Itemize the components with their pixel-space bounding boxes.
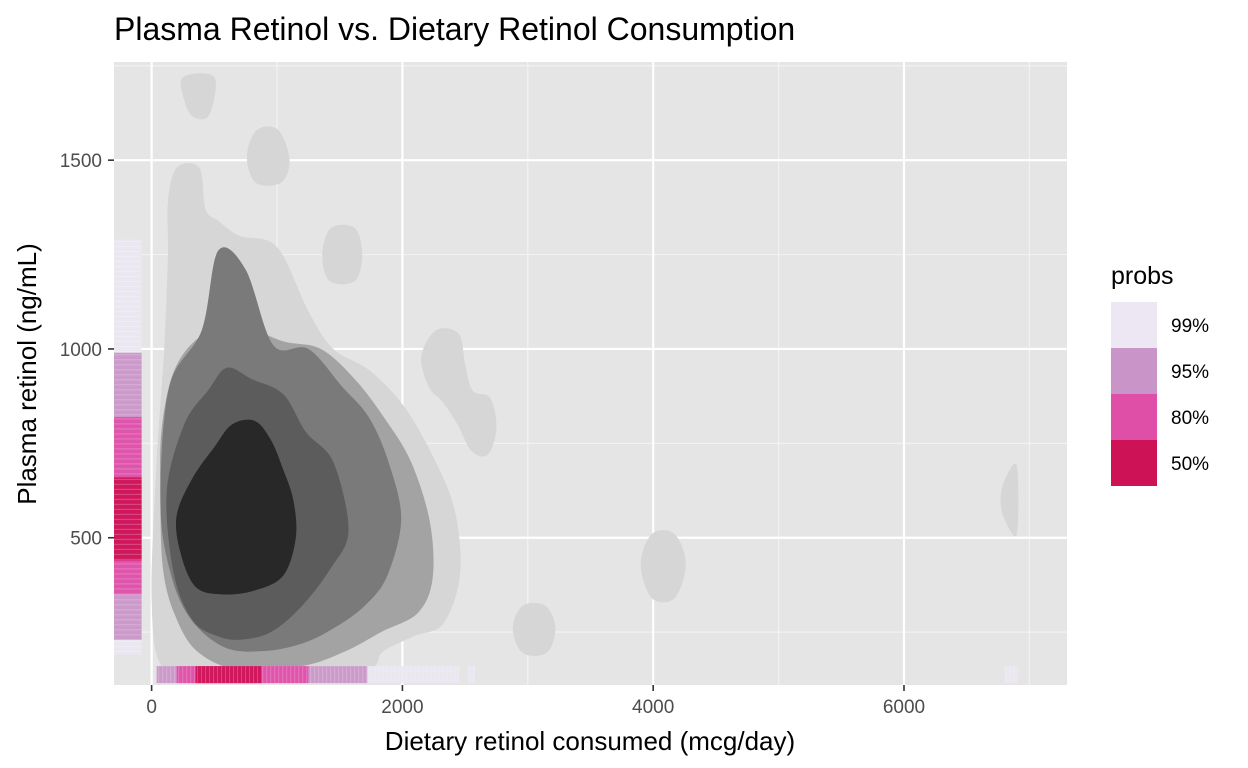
legend-key-95pct [1111, 348, 1157, 394]
axis-ticks: 0 2000 4000 6000 500 1000 1500 [60, 151, 925, 718]
contour-region [512, 602, 556, 656]
x-tick-label: 2000 [381, 697, 423, 718]
contour-region [640, 530, 686, 603]
contour-region [246, 126, 290, 186]
marginal-bands [114, 239, 1019, 684]
x-marginal-band [467, 666, 476, 684]
legend-key-99pct [1111, 302, 1157, 348]
legend-label: 99% [1171, 316, 1209, 337]
chart-title: Plasma Retinol vs. Dietary Retinol Consu… [114, 11, 795, 47]
contour-region [322, 224, 363, 285]
y-marginal-band [114, 477, 142, 561]
x-marginal-band [195, 666, 262, 684]
x-tick-label: 6000 [883, 697, 925, 718]
density-contours [151, 73, 1019, 673]
y-axis-title: Plasma retinol (ng/mL) [12, 243, 42, 505]
y-tick-label: 1000 [60, 340, 102, 361]
x-tick-label: 0 [146, 697, 157, 718]
x-tick-label: 4000 [632, 697, 674, 718]
legend: probs 99% 95% 80% 50% [1111, 262, 1209, 486]
contour-region [180, 73, 216, 120]
legend-key-50pct [1111, 440, 1157, 486]
contour-level-core [175, 419, 297, 595]
y-tick-label: 500 [70, 529, 102, 550]
contour-region [175, 419, 297, 595]
contour-region [1000, 463, 1019, 537]
legend-key-80pct [1111, 394, 1157, 440]
x-axis-title: Dietary retinol consumed (mcg/day) [385, 726, 795, 756]
legend-label: 50% [1171, 454, 1209, 475]
legend-label: 80% [1171, 408, 1209, 429]
x-marginal-band [1004, 666, 1019, 684]
legend-label: 95% [1171, 362, 1209, 383]
legend-title: probs [1111, 262, 1174, 290]
contour-region [421, 328, 497, 457]
y-tick-label: 1500 [60, 151, 102, 172]
